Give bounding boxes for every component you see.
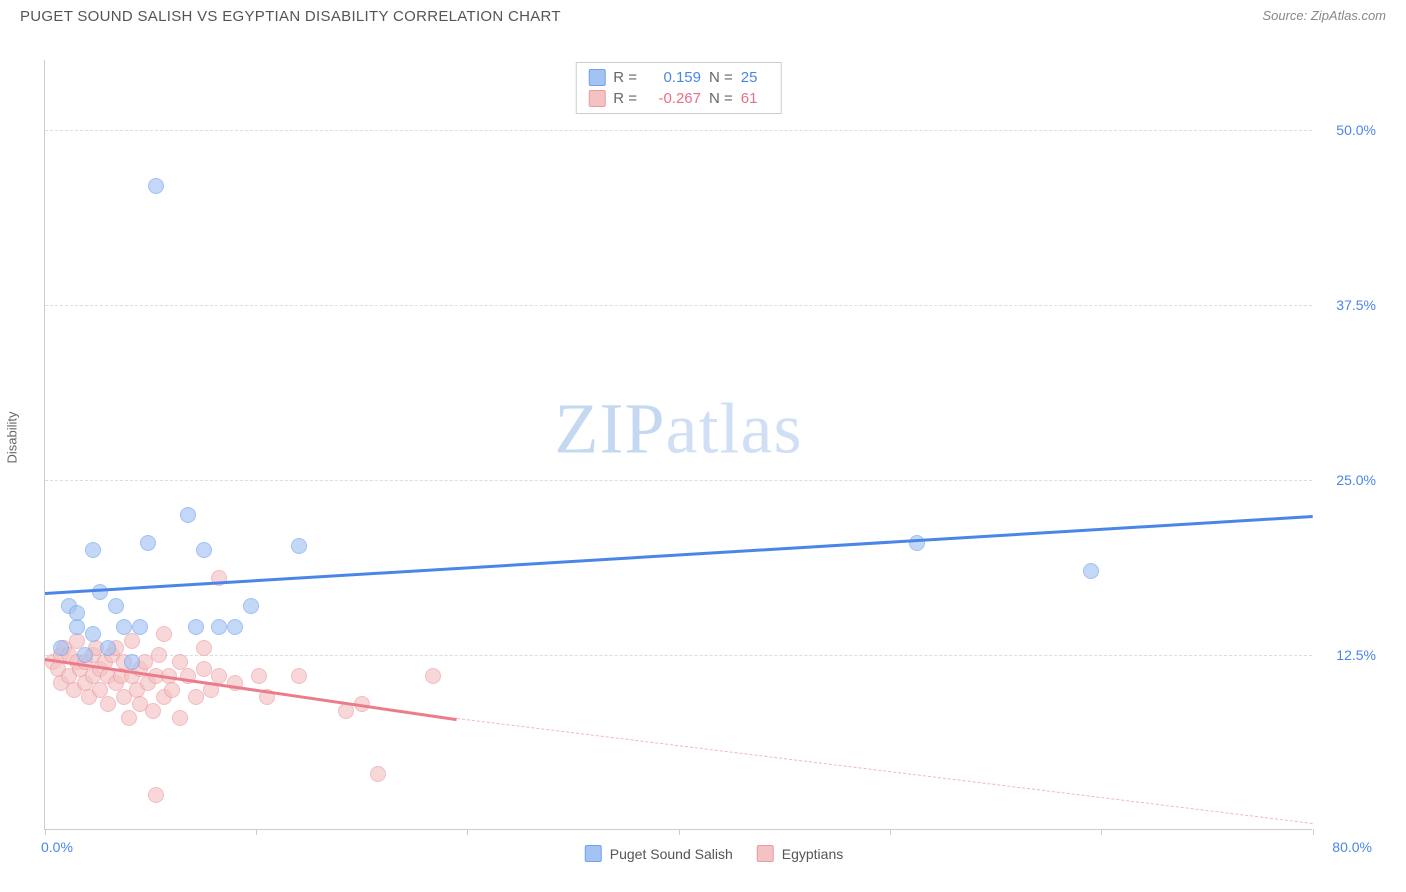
- scatter-point-blue: [291, 538, 307, 554]
- chart-header: PUGET SOUND SALISH VS EGYPTIAN DISABILIT…: [0, 0, 1406, 29]
- correlation-stats-box: R = 0.159 N = 25 R = -0.267 N = 61: [575, 62, 782, 114]
- source-attribution: Source: ZipAtlas.com: [1262, 8, 1386, 23]
- chart-container: ZIPatlas R = 0.159 N = 25 R = -0.267 N =…: [44, 60, 1384, 830]
- scatter-point-blue: [180, 507, 196, 523]
- scatter-point-blue: [1083, 563, 1099, 579]
- trend-line-blue: [45, 515, 1313, 594]
- scatter-point-blue: [116, 619, 132, 635]
- scatter-point-blue: [211, 619, 227, 635]
- scatter-point-blue: [92, 584, 108, 600]
- scatter-point-pink: [211, 668, 227, 684]
- scatter-point-blue: [108, 598, 124, 614]
- x-tick: [45, 829, 46, 835]
- gridline: [45, 480, 1312, 481]
- scatter-point-blue: [132, 619, 148, 635]
- scatter-point-pink: [100, 696, 116, 712]
- scatter-point-pink: [164, 682, 180, 698]
- scatter-point-pink: [251, 668, 267, 684]
- y-tick-label: 25.0%: [1336, 472, 1376, 488]
- x-tick: [1313, 829, 1314, 835]
- scatter-point-pink: [188, 689, 204, 705]
- scatter-point-blue: [148, 178, 164, 194]
- scatter-point-blue: [227, 619, 243, 635]
- scatter-point-blue: [909, 535, 925, 551]
- legend-label-blue: Puget Sound Salish: [610, 846, 733, 862]
- scatter-point-blue: [77, 647, 93, 663]
- scatter-point-pink: [196, 661, 212, 677]
- scatter-point-pink: [156, 626, 172, 642]
- scatter-point-pink: [124, 633, 140, 649]
- legend-item-pink: Egyptians: [757, 845, 843, 862]
- n-value-pink: 61: [741, 90, 769, 107]
- stats-row-pink: R = -0.267 N = 61: [588, 88, 769, 109]
- scatter-point-blue: [85, 542, 101, 558]
- x-tick: [256, 829, 257, 835]
- scatter-point-pink: [145, 703, 161, 719]
- legend-label-pink: Egyptians: [782, 846, 843, 862]
- r-value-blue: 0.159: [645, 69, 701, 86]
- swatch-pink-icon: [757, 845, 774, 862]
- x-tick: [1101, 829, 1102, 835]
- scatter-point-pink: [425, 668, 441, 684]
- scatter-point-pink: [370, 766, 386, 782]
- x-tick: [679, 829, 680, 835]
- legend-item-blue: Puget Sound Salish: [585, 845, 733, 862]
- y-tick-label: 37.5%: [1336, 297, 1376, 313]
- scatter-point-blue: [69, 605, 85, 621]
- y-tick-label: 50.0%: [1336, 122, 1376, 138]
- scatter-point-blue: [188, 619, 204, 635]
- y-axis-label: Disability: [5, 411, 20, 463]
- watermark: ZIPatlas: [555, 388, 803, 471]
- gridline: [45, 305, 1312, 306]
- swatch-pink: [588, 90, 605, 107]
- x-max-label: 80.0%: [1332, 839, 1372, 855]
- scatter-point-blue: [196, 542, 212, 558]
- scatter-point-blue: [100, 640, 116, 656]
- swatch-blue-icon: [585, 845, 602, 862]
- scatter-point-blue: [85, 626, 101, 642]
- x-min-label: 0.0%: [41, 839, 73, 855]
- scatter-point-pink: [291, 668, 307, 684]
- series-legend: Puget Sound Salish Egyptians: [585, 845, 843, 862]
- scatter-point-pink: [121, 710, 137, 726]
- stats-row-blue: R = 0.159 N = 25: [588, 67, 769, 88]
- scatter-point-blue: [53, 640, 69, 656]
- trend-line-pink-extrapolated: [457, 718, 1313, 824]
- plot-area: ZIPatlas R = 0.159 N = 25 R = -0.267 N =…: [44, 60, 1312, 830]
- scatter-point-pink: [172, 710, 188, 726]
- scatter-point-blue: [69, 619, 85, 635]
- scatter-point-pink: [148, 787, 164, 803]
- scatter-point-blue: [140, 535, 156, 551]
- chart-title: PUGET SOUND SALISH VS EGYPTIAN DISABILIT…: [20, 8, 561, 25]
- gridline: [45, 655, 1312, 656]
- y-tick-label: 12.5%: [1336, 647, 1376, 663]
- gridline: [45, 130, 1312, 131]
- swatch-blue: [588, 69, 605, 86]
- x-tick: [890, 829, 891, 835]
- scatter-point-pink: [151, 647, 167, 663]
- n-value-blue: 25: [741, 69, 769, 86]
- r-value-pink: -0.267: [645, 90, 701, 107]
- scatter-point-blue: [243, 598, 259, 614]
- scatter-point-pink: [196, 640, 212, 656]
- x-tick: [467, 829, 468, 835]
- scatter-point-blue: [124, 654, 140, 670]
